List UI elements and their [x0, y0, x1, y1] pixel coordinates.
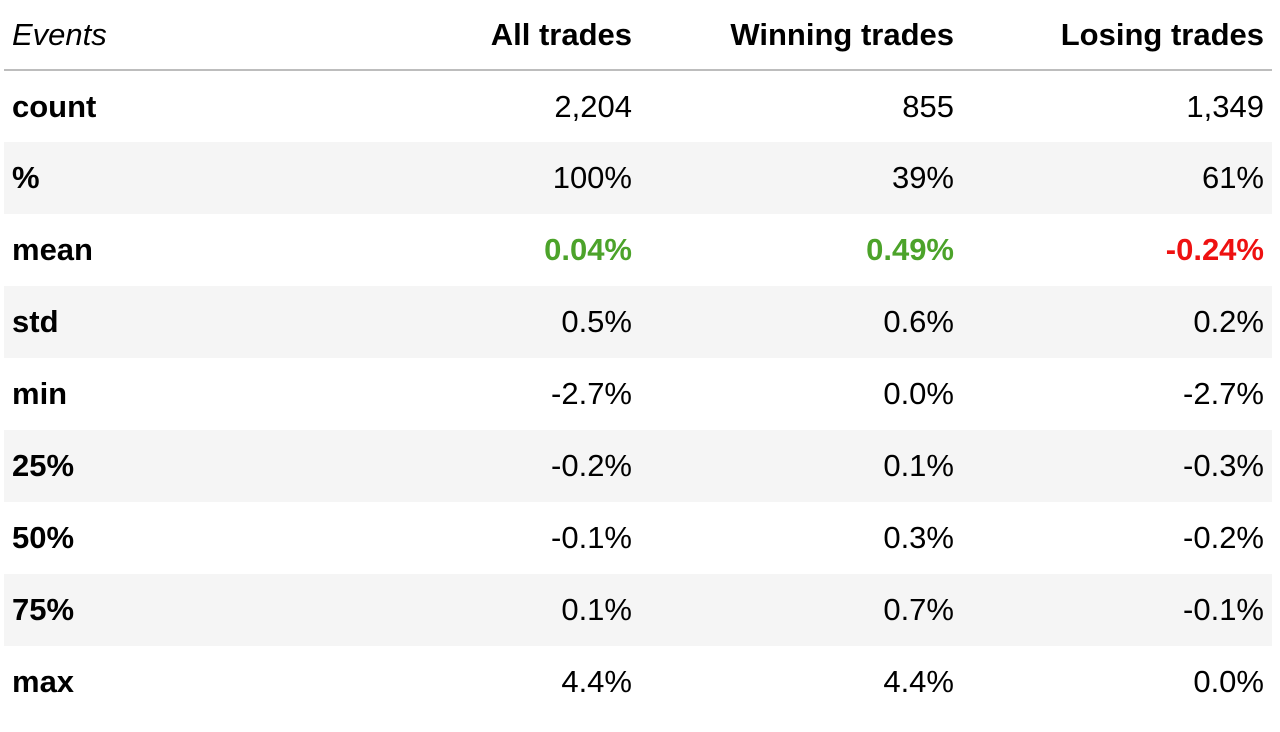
trade-stats-table-wrap: Events All trades Winning trades Losing …	[4, 0, 1272, 718]
header-events: Events	[4, 0, 320, 71]
cell-all-trades: 0.5%	[320, 286, 640, 358]
cell-winning-trades: 0.49%	[640, 214, 962, 286]
cell-winning-trades: 855	[640, 70, 962, 142]
cell-losing-trades: -2.7%	[962, 358, 1272, 430]
cell-losing-trades: -0.2%	[962, 502, 1272, 574]
table-row: 25% -0.2% 0.1% -0.3%	[4, 430, 1272, 502]
table-header: Events All trades Winning trades Losing …	[4, 0, 1272, 71]
cell-all-trades: 100%	[320, 142, 640, 214]
row-label: count	[4, 70, 320, 142]
cell-losing-trades: 0.2%	[962, 286, 1272, 358]
row-label: %	[4, 142, 320, 214]
cell-all-trades: 4.4%	[320, 646, 640, 718]
cell-winning-trades: 4.4%	[640, 646, 962, 718]
cell-winning-trades: 0.6%	[640, 286, 962, 358]
cell-winning-trades: 0.0%	[640, 358, 962, 430]
cell-winning-trades: 0.7%	[640, 574, 962, 646]
table-row: 75% 0.1% 0.7% -0.1%	[4, 574, 1272, 646]
row-label: mean	[4, 214, 320, 286]
row-label: 25%	[4, 430, 320, 502]
table-row: mean 0.04% 0.49% -0.24%	[4, 214, 1272, 286]
cell-all-trades: 0.04%	[320, 214, 640, 286]
table-row: 50% -0.1% 0.3% -0.2%	[4, 502, 1272, 574]
cell-losing-trades: -0.3%	[962, 430, 1272, 502]
cell-winning-trades: 0.1%	[640, 430, 962, 502]
cell-losing-trades: -0.1%	[962, 574, 1272, 646]
cell-all-trades: -0.2%	[320, 430, 640, 502]
cell-all-trades: 0.1%	[320, 574, 640, 646]
table-row: std 0.5% 0.6% 0.2%	[4, 286, 1272, 358]
header-all-trades: All trades	[320, 0, 640, 71]
row-label: 75%	[4, 574, 320, 646]
row-label: max	[4, 646, 320, 718]
cell-losing-trades: 0.0%	[962, 646, 1272, 718]
header-losing-trades: Losing trades	[962, 0, 1272, 71]
cell-winning-trades: 0.3%	[640, 502, 962, 574]
table-row: min -2.7% 0.0% -2.7%	[4, 358, 1272, 430]
cell-all-trades: -0.1%	[320, 502, 640, 574]
cell-winning-trades: 39%	[640, 142, 962, 214]
row-label: std	[4, 286, 320, 358]
table-row: % 100% 39% 61%	[4, 142, 1272, 214]
trade-stats-table: Events All trades Winning trades Losing …	[4, 0, 1272, 718]
table-row: max 4.4% 4.4% 0.0%	[4, 646, 1272, 718]
cell-losing-trades: -0.24%	[962, 214, 1272, 286]
cell-losing-trades: 61%	[962, 142, 1272, 214]
table-body: count 2,204 855 1,349% 100% 39% 61% mean 0.04% 0.…	[4, 70, 1272, 718]
row-label: min	[4, 358, 320, 430]
table-row: count 2,204 855 1,349	[4, 70, 1272, 142]
cell-losing-trades: 1,349	[962, 70, 1272, 142]
header-row: Events All trades Winning trades Losing …	[4, 0, 1272, 71]
cell-all-trades: -2.7%	[320, 358, 640, 430]
cell-all-trades: 2,204	[320, 70, 640, 142]
row-label: 50%	[4, 502, 320, 574]
header-winning-trades: Winning trades	[640, 0, 962, 71]
